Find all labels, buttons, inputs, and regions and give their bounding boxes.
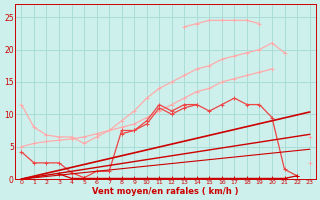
X-axis label: Vent moyen/en rafales ( km/h ): Vent moyen/en rafales ( km/h ) bbox=[92, 187, 239, 196]
